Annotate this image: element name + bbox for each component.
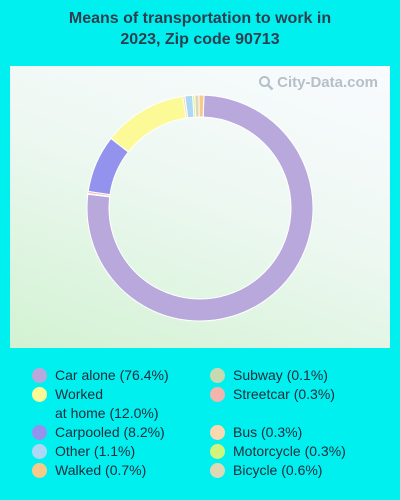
legend-label: Carpooled (8.2%) [55,424,165,440]
chart-title-line-2: 2023, Zip code 90713 [120,31,280,48]
legend-item: Motorcycle (0.3%) [210,442,346,461]
chart-panel: City-Data.com [10,66,390,348]
legend-item: Other (1.1%) [32,442,135,461]
chart-title: Means of transportation to work in 2023,… [0,8,400,50]
magnifier-icon [259,75,274,90]
legend-item: Carpooled (8.2%) [32,423,165,442]
legend-label: Walked (0.7%) [55,462,147,478]
watermark-text: City-Data.com [277,74,378,91]
donut-slice-9 [194,94,200,118]
legend-label: Streetcar (0.3%) [233,386,335,402]
donut-slice-2 [110,95,187,153]
legend-swatch [210,387,225,402]
legend-label: Motorcycle (0.3%) [233,443,346,459]
legend-label: Other (1.1%) [55,443,136,459]
legend-swatch [32,425,47,440]
legend-swatch [32,463,47,478]
legend-label: Bus (0.3%) [233,424,303,440]
donut-slice-0 [86,94,314,322]
chart-title-line-1: Means of transportation to work in [68,10,332,27]
legend-item: Subway (0.1%) [210,366,328,385]
legend-swatch [210,444,225,459]
legend-item: Bicycle (0.6%) [210,461,322,480]
legend-item: Streetcar (0.3%) [210,385,335,404]
donut-chart [86,94,314,322]
legend-swatch [32,387,47,402]
watermark: City-Data.com [258,74,378,91]
legend-label: Car alone (76.4%) [55,367,169,383]
legend-label: Bicycle (0.6%) [233,462,323,478]
legend-swatch [32,368,47,383]
legend-item: Worked at home (12.0%) [32,385,159,423]
donut-slice-8 [198,94,205,118]
legend-swatch [210,463,225,478]
legend-item: Walked (0.7%) [32,461,146,480]
legend-swatch [210,368,225,383]
legend: Car alone (76.4%) Worked at home (12.0%) C… [32,366,392,486]
legend-label: Subway (0.1%) [233,367,328,383]
legend-item: Car alone (76.4%) [32,366,169,385]
legend-swatch [210,425,225,440]
legend-label: Worked at home (12.0%) [55,386,159,421]
legend-item: Bus (0.3%) [210,423,302,442]
legend-swatch [32,444,47,459]
